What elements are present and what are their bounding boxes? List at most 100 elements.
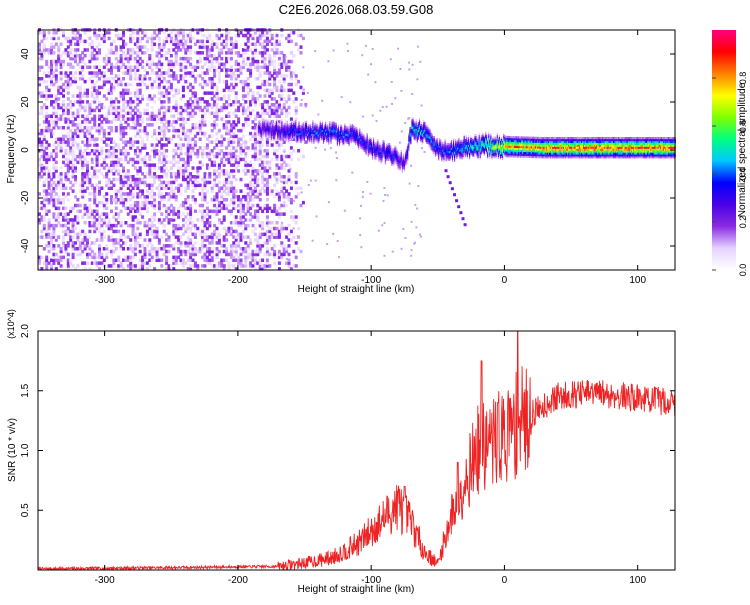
spectrogram-noise-cell: [253, 140, 257, 144]
spectrogram-signal-cell: [314, 136, 316, 139]
spectrogram-noise-cell: [277, 192, 281, 196]
spectrogram-noise-cell: [141, 267, 145, 271]
spectrogram-noise-cell: [50, 117, 53, 121]
spectrogram-noise-cell: [136, 177, 140, 182]
spectrogram-noise-cell: [177, 175, 181, 179]
spectrogram-noise-cell: [100, 149, 104, 153]
spectrogram-noise-cell: [54, 160, 58, 165]
spectrogram-noise-cell: [217, 203, 221, 208]
spectrogram-noise-cell: [217, 74, 221, 78]
spectrogram-signal-cell: [259, 131, 261, 134]
spectrogram-noise-cell: [62, 134, 65, 139]
spectrogram-signal-cell: [298, 121, 300, 124]
spectrogram-noise-cell: [148, 186, 152, 190]
spectrogram-noise-cell: [172, 163, 176, 167]
spectrogram-noise-cell: [237, 223, 241, 228]
spectrogram-speckle-cell: [404, 237, 407, 239]
spectrogram-noise-cell: [265, 180, 269, 185]
spectrogram-noise-cell: [258, 232, 262, 237]
spectrogram-signal-cell: [336, 132, 338, 135]
spectrogram-noise-cell: [54, 151, 58, 156]
spectrogram-noise-cell: [155, 151, 159, 156]
spectrogram-noise-cell: [181, 143, 185, 147]
spectrogram-noise-cell: [253, 149, 257, 153]
spectrogram-noise-cell: [263, 232, 267, 237]
spectrogram-noise-cell: [184, 249, 188, 254]
spectrogram-noise-cell: [220, 42, 224, 46]
spectrogram-noise-cell: [261, 154, 265, 159]
spectrogram-noise-cell: [138, 117, 142, 121]
spectrogram-noise-cell: [277, 71, 281, 75]
spectrogram-signal-cell: [319, 122, 321, 125]
spectrogram-noise-cell: [126, 169, 130, 173]
spectrogram-noise-cell: [205, 249, 209, 254]
spectrogram-noise-cell: [93, 258, 97, 262]
spectrogram-noise-cell: [93, 261, 97, 265]
spectrogram-noise-cell: [88, 42, 92, 46]
spectrogram-noise-cell: [191, 252, 195, 257]
spectrogram-noise-cell: [88, 54, 92, 58]
spectrogram-noise-cell: [174, 36, 178, 41]
spectrogram-noise-cell: [145, 123, 149, 127]
spectrogram-noise-cell: [150, 232, 154, 237]
spectrogram-noise-cell: [273, 77, 277, 81]
spectrogram-noise-cell: [136, 88, 140, 93]
spectrogram-noise-cell: [150, 163, 154, 167]
spectrogram-noise-cell: [169, 88, 173, 93]
spectrogram-noise-cell: [184, 163, 188, 167]
spectrogram-noise-cell: [93, 215, 97, 219]
spectrogram-noise-cell: [133, 134, 137, 139]
spectrogram-noise-cell: [191, 189, 195, 193]
spectrogram-signal-cell: [325, 121, 327, 124]
spectrogram-signal-cell: [278, 138, 280, 141]
spectrogram-signal-cell: [345, 127, 347, 130]
spectrogram-noise-cell: [193, 264, 197, 268]
spectrogram-noise-cell: [133, 232, 137, 237]
spectrogram-noise-cell: [265, 100, 269, 104]
spectrogram-noise-cell: [117, 169, 121, 173]
spectrogram-noise-cell: [222, 215, 226, 219]
spectrogram-noise-cell: [45, 126, 49, 130]
spectrogram-noise-cell: [124, 42, 128, 46]
spectrogram-noise-cell: [177, 206, 181, 211]
spectrogram-noise-cell: [78, 189, 82, 193]
spectrogram-noise-cell: [189, 203, 193, 208]
spectrogram-noise-cell: [81, 175, 85, 179]
spectrogram-noise-cell: [64, 36, 68, 41]
spectrogram-noise-cell: [117, 215, 121, 219]
spectrogram-noise-cell: [74, 166, 77, 170]
spectrogram-noise-cell: [205, 154, 209, 159]
spectrogram-signal-cell: [325, 127, 327, 130]
spectrogram-noise-cell: [86, 252, 89, 257]
spectrogram-noise-cell: [258, 244, 262, 248]
spectrogram-signal-cell: [347, 128, 349, 131]
spectrogram-noise-cell: [129, 105, 133, 110]
spectrogram-noise-cell: [40, 154, 44, 159]
spectrogram-noise-cell: [155, 62, 159, 67]
spectrogram-signal-cell: [290, 130, 293, 133]
spectrogram-noise-cell: [110, 68, 113, 72]
spectrogram-signal-cell: [264, 133, 266, 136]
spectrogram-noise-cell: [268, 206, 272, 211]
spectrogram-noise-cell: [148, 65, 152, 69]
spectrogram-noise-cell: [232, 241, 236, 245]
spectrogram-noise-cell: [110, 45, 113, 49]
spectrogram-noise-cell: [107, 59, 111, 64]
spectrogram-noise-cell: [114, 195, 118, 199]
spectrogram-noise-cell: [189, 143, 193, 147]
spectrogram-noise-cell: [273, 261, 277, 265]
spectrogram-noise-cell: [234, 97, 238, 101]
spectrogram-noise-cell: [258, 94, 262, 98]
spectrogram-noise-cell: [280, 137, 284, 141]
spectrogram-speckle-cell: [335, 151, 337, 154]
spectrogram-noise-cell: [256, 252, 260, 257]
spectrogram-signal-cell: [333, 135, 335, 138]
spectrogram-noise-cell: [217, 143, 221, 147]
spectrogram-noise-cell: [177, 154, 181, 159]
spectrogram-noise-cell: [191, 71, 195, 75]
spectrogram-noise-cell: [88, 198, 92, 202]
spectrogram-signal-cell: [320, 132, 322, 135]
spectrogram-noise-cell: [155, 247, 159, 251]
spectrogram-noise-cell: [71, 255, 75, 260]
spectrogram-noise-cell: [249, 68, 253, 72]
